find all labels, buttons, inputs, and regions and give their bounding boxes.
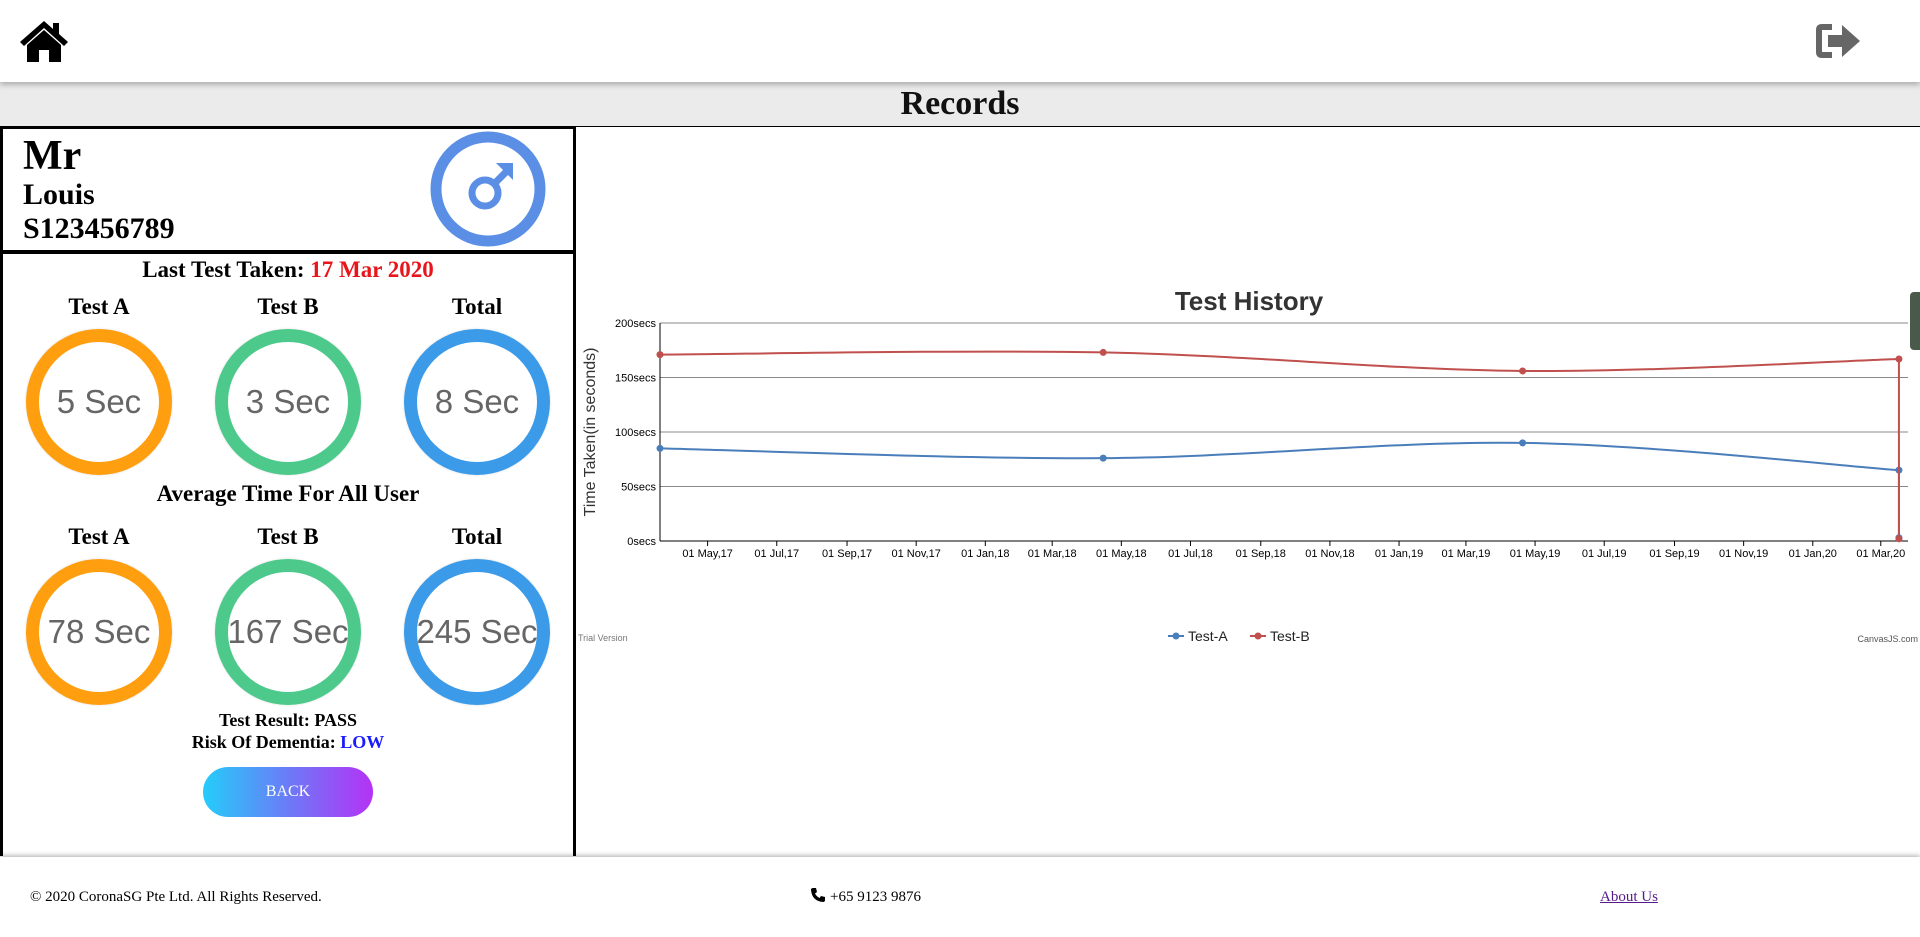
user-test-b: Test B 3 Sec <box>208 289 368 475</box>
x-tick-label: 01 Jul,18 <box>1168 548 1213 560</box>
dementia-risk: Risk Of Dementia: LOW <box>3 731 573 753</box>
x-tick-label: 01 Mar,18 <box>1028 548 1077 560</box>
page-title-bar: Records <box>0 82 1920 126</box>
x-tick-label: 01 Nov,18 <box>1305 548 1354 560</box>
x-tick-label: 01 May,17 <box>682 548 733 560</box>
profile-card: Mr Louis S123456789 <box>3 129 573 254</box>
avg-test-a: Test A 78 Sec <box>19 519 179 705</box>
x-tick-label: 01 Nov,19 <box>1719 548 1768 560</box>
x-tick-label: 01 Jan,20 <box>1789 548 1837 560</box>
watermark-left: Trial Version <box>578 633 628 643</box>
user-total: Total 8 Sec <box>397 289 557 475</box>
x-tick-label: 01 Jan,19 <box>1375 548 1423 560</box>
footer: © 2020 CoronaSG Pte Ltd. All Rights Rese… <box>0 857 1920 937</box>
x-tick-label: 01 Mar,20 <box>1856 548 1905 560</box>
avg-test-b: Test B 167 Sec <box>208 519 368 705</box>
test-result: Test Result: PASS <box>3 709 573 731</box>
data-point <box>1099 454 1107 462</box>
x-tick-label: 01 May,19 <box>1510 548 1561 560</box>
about-us-link[interactable]: About Us <box>1600 889 1658 905</box>
last-test-taken: Last Test Taken: 17 Mar 2020 <box>3 255 573 289</box>
data-point <box>656 444 664 452</box>
avg-total: Total 245 Sec <box>397 519 557 705</box>
time-ring: 78 Sec <box>26 559 172 705</box>
x-tick-label: 01 Sep,19 <box>1649 548 1699 560</box>
user-time-row: Test A 5 Sec Test B 3 Sec Total 8 Sec <box>3 289 573 475</box>
col-label: Total <box>451 294 503 319</box>
x-tick-label: 01 Sep,18 <box>1236 548 1286 560</box>
series-line-test-a <box>659 441 1900 472</box>
y-tick-label: 150secs <box>615 373 656 385</box>
test-result-value: PASS <box>314 710 358 730</box>
y-tick-label: 0secs <box>627 536 656 548</box>
data-point <box>1519 439 1527 447</box>
test-history-chart: Test History 0secs 50secs 100secs 150secs 200… <box>578 286 1918 644</box>
time-ring: 5 Sec <box>26 329 172 475</box>
profile-name: Louis <box>23 178 95 211</box>
time-ring: 167 Sec <box>215 559 361 705</box>
chart-title: Test History <box>1175 286 1324 316</box>
x-tick-label: 01 Sep,17 <box>822 548 872 560</box>
last-test-date: 17 Mar 2020 <box>310 257 434 282</box>
data-point <box>1099 348 1107 356</box>
data-point <box>656 351 664 359</box>
watermark-right: CanvasJS.com <box>1857 634 1918 644</box>
time-ring: 3 Sec <box>215 329 361 475</box>
last-test-label: Last Test Taken: <box>142 257 305 282</box>
risk-label: Risk Of Dementia: <box>191 732 336 752</box>
x-tick-label: 01 Jan,18 <box>961 548 1009 560</box>
test-result-label: Test Result: <box>218 710 310 730</box>
col-label: Test A <box>68 294 130 319</box>
col-label: Test A <box>68 524 130 549</box>
user-summary-panel: Mr Louis S123456789 Last Test Taken: 17 … <box>0 126 576 856</box>
user-test-a: Test A 5 Sec <box>19 289 179 475</box>
y-axis-label: Time Taken(in seconds) <box>582 348 599 517</box>
male-symbol-icon <box>429 130 547 248</box>
series-line-test-b <box>659 350 1899 373</box>
x-tick-label: 01 Jul,19 <box>1582 548 1627 560</box>
back-button[interactable]: BACK <box>203 767 373 817</box>
profile-id: S123456789 <box>23 212 175 245</box>
x-tick-label: 01 Jul,17 <box>754 548 799 560</box>
data-point <box>1519 367 1527 375</box>
data-point <box>1895 355 1903 363</box>
y-tick-label: 100secs <box>615 427 656 439</box>
side-handle[interactable] <box>1910 292 1920 350</box>
col-label: Test B <box>257 524 319 549</box>
test-history-panel: Test History 0secs 50secs 100secs 150secs 200… <box>575 126 1920 856</box>
risk-value: LOW <box>340 732 385 752</box>
phone-number: +65 9123 9876 <box>830 889 921 905</box>
copyright-text: © 2020 CoronaSG Pte Ltd. All Rights Rese… <box>30 889 322 905</box>
legend-label: Test-B <box>1270 628 1310 644</box>
time-ring: 245 Sec <box>404 559 550 705</box>
legend-marker <box>1172 632 1180 640</box>
x-tick-label: 01 Mar,19 <box>1441 548 1490 560</box>
legend-marker <box>1254 632 1262 640</box>
col-label: Test B <box>257 294 319 319</box>
average-heading: Average Time For All User <box>156 481 420 506</box>
home-icon[interactable] <box>18 18 70 64</box>
phone-icon <box>810 887 826 908</box>
x-tick-label: 01 Nov,17 <box>892 548 941 560</box>
profile-title: Mr <box>23 133 82 179</box>
y-tick-label: 50secs <box>621 482 656 494</box>
time-ring: 8 Sec <box>404 329 550 475</box>
x-tick-label: 01 May,18 <box>1096 548 1147 560</box>
page-title: Records <box>900 85 1020 122</box>
top-navbar <box>0 0 1920 82</box>
legend-label: Test-A <box>1188 628 1228 644</box>
y-tick-label: 200secs <box>615 318 656 330</box>
phone-contact: +65 9123 9876 <box>810 887 921 908</box>
sign-out-icon[interactable] <box>1814 20 1862 62</box>
average-time-row: Test A 78 Sec Test B 167 Sec Total 245 S… <box>3 519 573 705</box>
col-label: Total <box>451 524 503 549</box>
data-point <box>1895 535 1903 543</box>
